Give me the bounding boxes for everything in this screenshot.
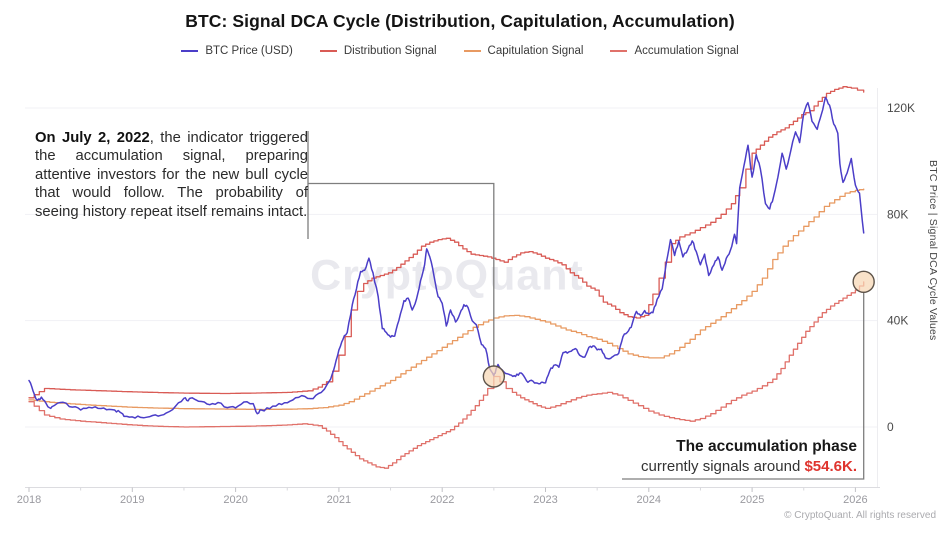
series-accumulation-signal: [28, 281, 865, 469]
capitulation-signal-swatch-icon: [463, 50, 481, 52]
x-tick-label: 2025: [740, 494, 764, 506]
series-capitulation-signal: [28, 188, 865, 411]
marker-current-accumulation: [852, 270, 875, 294]
x-tick-label: 2020: [223, 494, 247, 506]
legend-label: Accumulation Signal: [634, 45, 739, 57]
copyright-notice: © CryptoQuant. All rights reserved: [784, 510, 936, 521]
annotation-line2: currently signals around $54.6K.: [641, 458, 857, 477]
y-tick-label: 120K: [887, 101, 915, 115]
series-distribution-signal: [28, 86, 865, 399]
accumulation-signal-swatch-icon: [610, 50, 628, 52]
y-tick-label: 80K: [887, 207, 908, 221]
legend-item-accumulation-signal[interactable]: Accumulation Signal: [610, 45, 739, 57]
annotation-date: On July 2, 2022: [35, 130, 150, 146]
signal-value: $54.6K.: [804, 458, 857, 476]
chart-title: BTC: Signal DCA Cycle (Distribution, Cap…: [185, 11, 735, 31]
distribution-signal-swatch-icon: [319, 50, 337, 52]
y-tick-label: 40K: [887, 314, 908, 328]
annotation-accumulation-2022: On July 2, 2022, the indicator triggered…: [35, 129, 308, 221]
btc-price-swatch-icon: [181, 50, 199, 52]
annotation-body: , the indicator triggered the accumulati…: [35, 130, 308, 220]
legend-label: Distribution Signal: [343, 45, 437, 57]
x-tick-label: 2018: [17, 494, 41, 506]
series-btc-price: [28, 96, 865, 419]
connector-current-annotation: [622, 292, 865, 480]
annotation-line2-prefix: currently signals around: [641, 458, 805, 476]
legend-item-distribution-signal[interactable]: Distribution Signal: [319, 45, 437, 57]
legend-item-capitulation-signal[interactable]: Capitulation Signal: [463, 45, 584, 57]
x-tick-label: 2022: [430, 494, 454, 506]
marker-accumulation-trigger-2022: [482, 365, 506, 388]
x-tick-label: 2026: [843, 494, 867, 506]
y-tick-label: 0: [887, 420, 894, 434]
connector-2022-annotation: [307, 131, 495, 366]
y-axis-title: BTC Price | Signal DCA Cycle Values: [927, 160, 939, 341]
x-tick-label: 2021: [327, 494, 351, 506]
annotation-current-signal: The accumulation phase currently signals…: [641, 437, 857, 477]
x-tick-label: 2019: [120, 494, 144, 506]
x-tick-label: 2024: [637, 494, 661, 506]
chart-legend: BTC Price (USD) Distribution Signal Capitu…: [0, 45, 920, 57]
legend-label: Capitulation Signal: [487, 45, 584, 57]
x-tick-label: 2023: [533, 494, 557, 506]
legend-item-btc-price[interactable]: BTC Price (USD): [181, 45, 293, 57]
legend-label: BTC Price (USD): [205, 45, 293, 57]
annotation-line1: The accumulation phase: [676, 438, 857, 455]
